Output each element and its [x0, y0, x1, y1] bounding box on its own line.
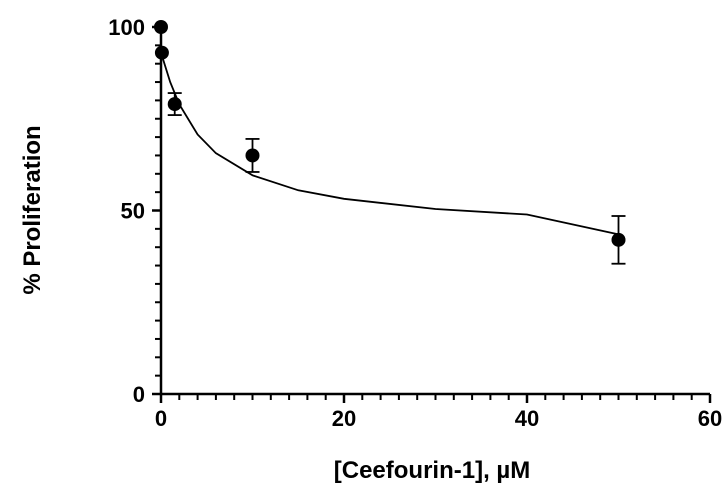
- fit-curve: [160, 52, 619, 236]
- y-tick-label: 100: [108, 15, 145, 40]
- x-tick-label: 40: [515, 406, 539, 431]
- data-point: [154, 20, 168, 34]
- error-bars: [167, 92, 626, 265]
- data-point: [167, 97, 182, 112]
- x-axis-title: [Ceefourin-1], µM: [334, 457, 531, 484]
- y-tick-label: 0: [133, 382, 145, 407]
- y-ticks: 0 50 100: [108, 15, 161, 407]
- data-point: [154, 45, 169, 60]
- data-point: [611, 232, 626, 247]
- plot-area: 0 20 40 60 0 50 100: [108, 15, 722, 431]
- data-points: [154, 20, 626, 247]
- y-axis-title: % Proliferation: [19, 125, 46, 294]
- data-point: [245, 148, 260, 163]
- y-tick-label: 50: [121, 199, 145, 224]
- x-tick-label: 60: [698, 406, 722, 431]
- x-tick-label: 20: [332, 406, 356, 431]
- x-tick-label: 0: [155, 406, 167, 431]
- x-ticks: 0 20 40 60: [155, 394, 722, 431]
